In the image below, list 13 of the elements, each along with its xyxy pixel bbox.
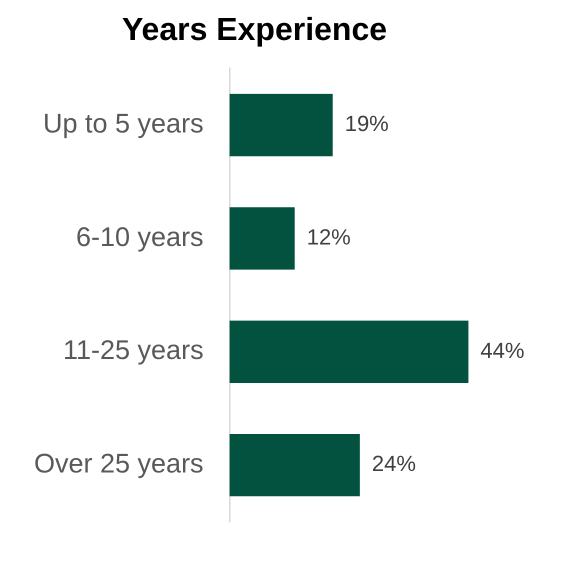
- y-tick-label: 6-10 years: [76, 222, 204, 252]
- bar: [230, 434, 360, 496]
- data-label: 24%: [372, 451, 416, 476]
- data-label: 44%: [480, 338, 524, 363]
- chart-title: Years Experience: [122, 11, 388, 48]
- bar: [230, 94, 333, 156]
- y-tick-label: 11-25 years: [62, 335, 204, 366]
- y-tick-label: Over 25 years: [34, 448, 204, 479]
- bar: [230, 207, 295, 270]
- y-tick-label: Up to 5 years: [42, 108, 204, 139]
- bar: [230, 320, 468, 383]
- data-label: 12%: [306, 224, 351, 250]
- data-label: 19%: [344, 111, 389, 136]
